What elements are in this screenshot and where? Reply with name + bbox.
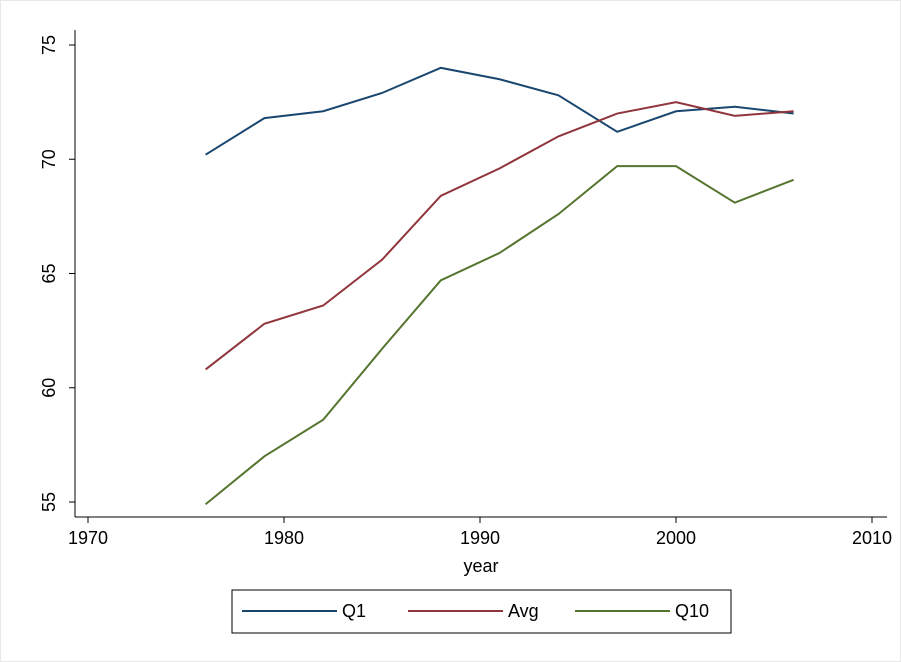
line-series xyxy=(204,101,794,371)
legend-label: Avg xyxy=(508,601,539,621)
y-tick-label: 70 xyxy=(39,149,59,169)
x-tick-label: 1990 xyxy=(460,528,500,548)
x-tick-label: 2010 xyxy=(852,528,892,548)
legend-label: Q10 xyxy=(675,601,709,621)
x-tick-label: 2000 xyxy=(656,528,696,548)
y-tick-label: 65 xyxy=(39,263,59,283)
x-tick-label: 1980 xyxy=(264,528,304,548)
legend-label: Q1 xyxy=(342,601,366,621)
y-tick-label: 60 xyxy=(39,378,59,398)
line-series xyxy=(204,165,794,506)
x-axis-label: year xyxy=(463,556,498,576)
x-tick-label: 1970 xyxy=(68,528,108,548)
y-tick-label: 75 xyxy=(39,35,59,55)
line-series xyxy=(205,66,794,156)
y-tick-label: 55 xyxy=(39,492,59,512)
